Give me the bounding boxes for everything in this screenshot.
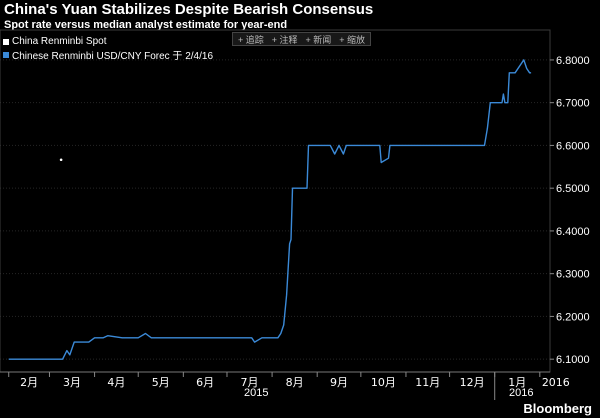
year-label-2016: 2016 — [509, 387, 534, 399]
x-tick-label: 9月 — [330, 376, 348, 389]
x-tick-label: 11月 — [415, 376, 440, 389]
annotate-button[interactable]: + 注释 — [271, 34, 298, 45]
y-tick-label: 6.7000 — [556, 98, 590, 110]
y-tick-label: 6.6000 — [556, 140, 590, 152]
y-tick-label: 6.4000 — [556, 226, 590, 238]
plot-frame — [0, 29, 551, 373]
y-tick-label: 6.1000 — [556, 354, 590, 366]
news-button[interactable]: + 新闻 — [305, 34, 332, 45]
x-tick-label: 4月 — [107, 376, 125, 389]
legend-item-forecast[interactable]: Chinese Renminbi USD/CNY Forec 于 2/4/16 — [3, 48, 214, 62]
legend-item-spot[interactable]: China Renminbi Spot — [3, 35, 213, 48]
legend: China Renminbi Spot Chinese Renminbi USD… — [3, 35, 214, 62]
legend-swatch-forecast — [3, 51, 9, 58]
x-tick-label: 1月 — [508, 376, 526, 389]
x-tick-label: 7月 — [241, 376, 259, 389]
x-tick-label: 12月 — [460, 376, 485, 389]
series-point-spot — [59, 158, 63, 162]
legend-label-forecast: Chinese Renminbi USD/CNY Forec 于 2/4/16 — [12, 51, 214, 62]
y-tick-label: 6.2000 — [556, 311, 590, 323]
x-tick-label: 2月 — [20, 376, 38, 389]
bloomberg-logo: Bloomberg — [523, 401, 592, 416]
chart-title: China's Yuan Stabilizes Despite Bearish … — [4, 1, 374, 18]
x-tick-label: 8月 — [286, 376, 304, 389]
year-label-2015: 2015 — [244, 387, 269, 399]
x-tick-label: 6月 — [196, 376, 214, 389]
x-tick-label: 3月 — [63, 376, 81, 389]
y-tick-label: 6.5000 — [556, 183, 590, 195]
x-tick-label: 5月 — [152, 376, 170, 389]
track-button[interactable]: + 追踪 — [238, 34, 264, 45]
legend-swatch-spot — [3, 38, 9, 45]
axes — [0, 29, 551, 373]
chart-toolbar: + 追踪 + 注释 + 新闻 + 缩放 — [232, 32, 372, 46]
zoom-button[interactable]: + 缩放 — [339, 34, 366, 45]
x-axis-ticks: 2月 3月 4月 5月 6月 7月 8月 9月 10月 11月 12月 1月 2016 — [8, 372, 570, 400]
y-axis-ticks: 6.1000 6.2000 6.3000 6.4000 6.5000 6.6000 6.70… — [550, 55, 590, 366]
y-tick-label: 6.3000 — [556, 269, 590, 281]
gridlines — [0, 59, 550, 360]
y-tick-label: 6.8000 — [556, 55, 590, 67]
plot-series — [8, 59, 532, 360]
legend-label-spot: China Renminbi Spot — [12, 36, 107, 47]
x-tick-label: 2016 — [542, 376, 570, 389]
series-line-forecast — [8, 59, 532, 360]
chart-subtitle: Spot rate versus median analyst estimate… — [4, 19, 288, 31]
x-tick-label: 10月 — [371, 376, 396, 389]
